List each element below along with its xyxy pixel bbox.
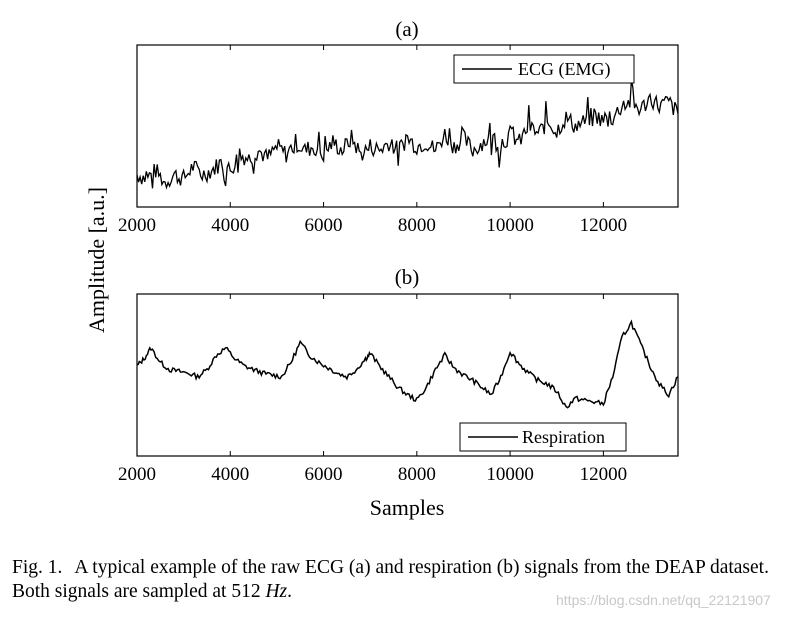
chart-a-legend: ECG (EMG) — [453, 54, 635, 84]
chart-b-xlabel: Samples — [370, 495, 445, 520]
shared-ylabel: Amplitude [a.u.] — [84, 187, 109, 333]
chart-a-ecg-line — [136, 79, 679, 190]
chart-panel-a: (a) 2000 4000 6000 8000 10000 12000 ECG (EMG) — [118, 17, 679, 236]
chart-a-xticks: 2000 4000 6000 8000 10000 12000 — [118, 45, 627, 236]
caption-text: A typical example of the raw ECG (a) and… — [12, 557, 769, 602]
chart-a-xtick-label: 10000 — [486, 215, 534, 236]
chart-a-title: (a) — [395, 17, 418, 41]
chart-a-plot-area — [136, 44, 679, 208]
caption-label: Fig. 1. — [12, 557, 63, 578]
chart-b-plot-area — [136, 293, 679, 457]
chart-a-xtick-label: 2000 — [118, 215, 156, 236]
chart-a-xtick-label: 6000 — [305, 215, 343, 236]
chart-a-xtick-label: 8000 — [398, 215, 436, 236]
chart-panel-b: (b) 2000 4000 6000 8000 10000 12000 Respirati… — [118, 265, 679, 520]
caption-math-value: 512 — [231, 581, 261, 602]
chart-a-xtick-label: 12000 — [580, 215, 628, 236]
chart-a-xtick-label: 4000 — [211, 215, 249, 236]
chart-b-xtick-label: 4000 — [211, 464, 249, 485]
watermark: https://blog.csdn.net/qq_22121907 — [556, 592, 771, 608]
chart-b-xtick-label: 12000 — [580, 464, 628, 485]
figure-caption: Fig. 1. A typical example of the raw ECG … — [12, 556, 782, 604]
chart-b-legend: Respiration — [459, 422, 627, 452]
chart-b-xticks: 2000 4000 6000 8000 10000 12000 — [118, 294, 627, 485]
caption-period: . — [287, 581, 292, 602]
chart-a-legend-label: ECG (EMG) — [518, 59, 611, 80]
chart-b-title: (b) — [395, 265, 420, 289]
chart-b-xtick-label: 2000 — [118, 464, 156, 485]
chart-b-respiration-line — [136, 319, 679, 409]
chart-b-legend-label: Respiration — [522, 427, 605, 447]
caption-math-unit: Hz — [265, 581, 288, 602]
chart-b-xtick-label: 8000 — [398, 464, 436, 485]
chart-b-xtick-label: 6000 — [305, 464, 343, 485]
figure: (a) 2000 4000 6000 8000 10000 12000 ECG (EMG)… — [84, 17, 679, 520]
chart-b-xtick-label: 10000 — [486, 464, 534, 485]
